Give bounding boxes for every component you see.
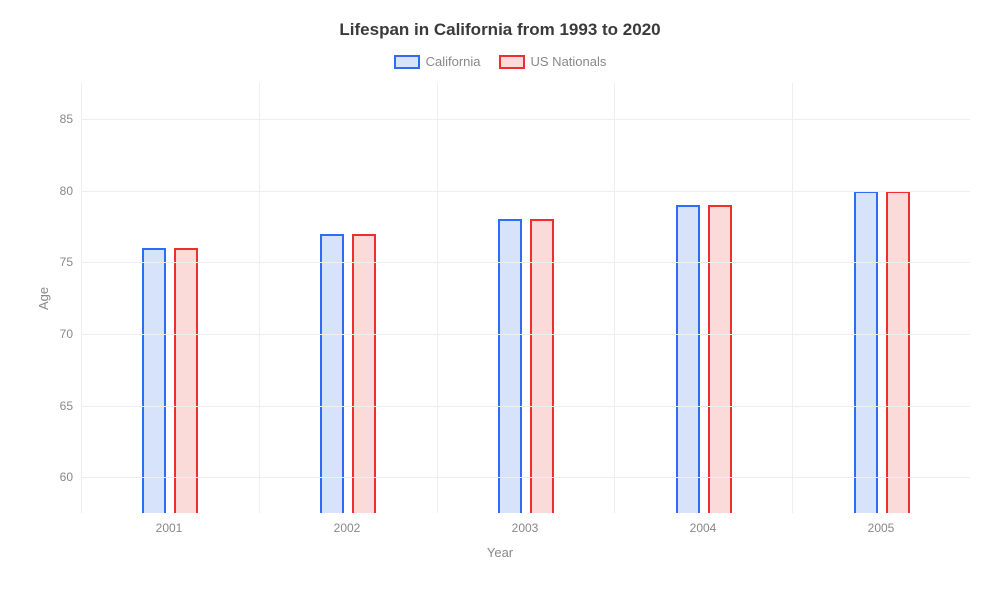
legend: California US Nationals [30, 54, 970, 69]
bar [676, 205, 700, 513]
plot [81, 83, 970, 513]
x-axis-label: Year [30, 545, 970, 560]
chart-title: Lifespan in California from 1993 to 2020 [30, 20, 970, 40]
x-tick-label: 2004 [614, 513, 792, 535]
x-tick-label: 2005 [792, 513, 970, 535]
plot-columns [82, 83, 970, 513]
gridline [82, 119, 970, 120]
x-axis-ticks: 20012002200320042005 [80, 513, 970, 535]
y-axis-label: Age [30, 83, 51, 513]
plot-column [793, 83, 970, 513]
bar-group [320, 83, 376, 513]
x-tick-label: 2001 [80, 513, 258, 535]
bar [498, 219, 522, 513]
gridline [82, 262, 970, 263]
bar [352, 234, 376, 514]
legend-label-us-nationals: US Nationals [531, 54, 607, 69]
plot-column [615, 83, 793, 513]
gridline [82, 334, 970, 335]
bar [320, 234, 344, 514]
bar-group [498, 83, 554, 513]
chart-container: Lifespan in California from 1993 to 2020… [0, 0, 1000, 600]
gridline [82, 477, 970, 478]
bar [530, 219, 554, 513]
bar [708, 205, 732, 513]
bar [174, 248, 198, 513]
bar-group [854, 83, 910, 513]
legend-label-california: California [426, 54, 481, 69]
legend-item-us-nationals: US Nationals [499, 54, 607, 69]
gridline [82, 406, 970, 407]
plot-column [260, 83, 438, 513]
bar [142, 248, 166, 513]
x-tick-label: 2003 [436, 513, 614, 535]
bar [886, 191, 910, 514]
gridline [82, 191, 970, 192]
y-axis-ticks: 858075706560 [51, 83, 81, 513]
plot-column [82, 83, 260, 513]
bar-group [676, 83, 732, 513]
legend-swatch-california [394, 55, 420, 69]
plot-area: Age 858075706560 [30, 83, 970, 513]
bar [854, 191, 878, 514]
x-tick-label: 2002 [258, 513, 436, 535]
plot-column [438, 83, 616, 513]
legend-swatch-us-nationals [499, 55, 525, 69]
legend-item-california: California [394, 54, 481, 69]
bar-group [142, 83, 198, 513]
